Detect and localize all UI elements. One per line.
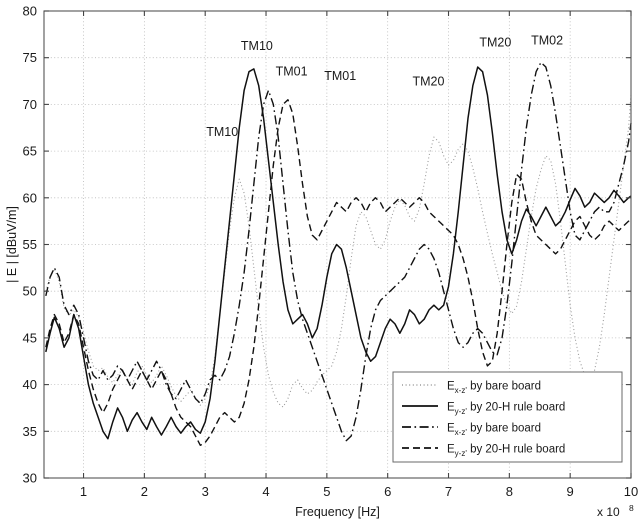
legend-label-3: Ey-z' by 20-H rule board (447, 444, 565, 459)
y-tick-label: 50 (23, 284, 37, 299)
series-line-0 (45, 95, 632, 408)
x-axis-multiplier: x 10 (597, 505, 620, 519)
x-tick-label: 8 (506, 484, 513, 499)
y-tick-label: 65 (23, 144, 37, 159)
y-tick-label: 35 (23, 424, 37, 439)
legend-label-2: Ex-z' by bare board (447, 423, 541, 438)
mode-annotation: TM20 (479, 35, 511, 49)
x-axis-multiplier-exponent: 8 (629, 503, 634, 513)
y-tick-label: 80 (23, 4, 37, 19)
legend-frame[interactable] (392, 371, 623, 463)
x-tick-label: 1 (80, 484, 87, 499)
y-tick-label: 40 (23, 377, 37, 392)
x-axis-title: Frequency [Hz] (295, 505, 380, 519)
y-tick-label: 45 (23, 330, 37, 345)
mode-annotation: TM20 (412, 75, 444, 89)
series-line-3 (45, 99, 632, 447)
x-tick-label: 9 (567, 484, 574, 499)
mode-annotation: TM02 (531, 34, 563, 48)
mode-annotation: TM01 (276, 64, 308, 78)
legend-label-0: Ex-z' by bare board (447, 381, 541, 396)
mode-annotation: TM01 (324, 69, 356, 83)
y-tick-label: 60 (23, 190, 37, 205)
series-line-2 (45, 61, 632, 442)
x-tick-label: 7 (445, 484, 452, 499)
x-tick-label: 6 (384, 484, 391, 499)
series-line-1 (45, 66, 632, 440)
x-tick-label: 3 (202, 484, 209, 499)
legend-label-1: Ey-z' by 20-H rule board (447, 402, 565, 417)
mode-annotation: TM10 (206, 125, 238, 139)
mode-annotation: TM10 (241, 39, 273, 53)
y-tick-label: 55 (23, 237, 37, 252)
y-tick-label: 75 (23, 50, 37, 65)
y-tick-label: 30 (23, 471, 37, 486)
y-tick-label: 70 (23, 97, 37, 112)
x-tick-label: 4 (262, 484, 269, 499)
series-layer (45, 61, 632, 447)
x-tick-label: 5 (323, 484, 330, 499)
x-tick-label: 2 (141, 484, 148, 499)
x-tick-label: 10 (624, 484, 638, 499)
axis-labels-layer: Frequency [Hz] | E | [dBuV/m] x 10 8 (5, 206, 634, 519)
legend-box[interactable]: Ex-z' by bare board Ey-z' by 20-H rule bo… (392, 371, 623, 463)
y-axis-title: | E | [dBuV/m] (5, 206, 19, 283)
